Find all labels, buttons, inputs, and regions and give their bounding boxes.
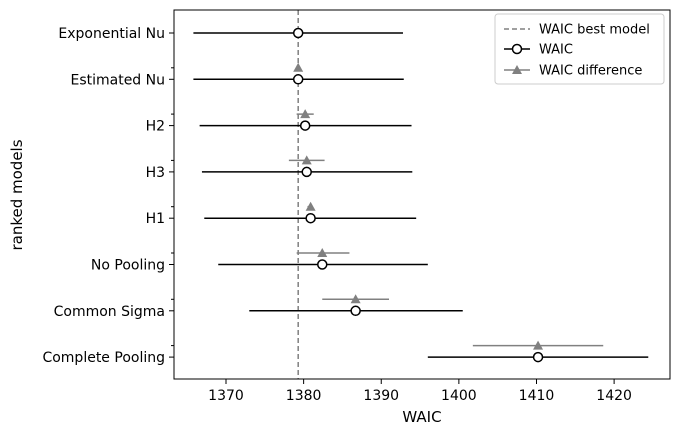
waic-point — [292, 27, 304, 39]
legend-waic-marker-icon — [511, 43, 523, 55]
diff-marker — [533, 340, 544, 350]
chart-marks — [193, 10, 649, 379]
diff-marker — [317, 248, 328, 257]
y-tick-label: Exponential Nu — [58, 26, 165, 42]
legend-waic-label: WAIC — [539, 43, 573, 58]
legend-diff-label: WAIC difference — [539, 64, 642, 79]
x-tick-label: 1420 — [596, 388, 632, 404]
waic-point — [317, 259, 328, 270]
waic-point — [350, 305, 361, 317]
y-tick-label: H3 — [146, 165, 165, 181]
x-axis-label: WAIC — [402, 408, 441, 426]
legend: WAIC best model WAIC WAIC difference — [494, 13, 665, 85]
waic-point — [301, 166, 312, 178]
x-tick-label: 1400 — [441, 388, 477, 404]
diff-marker — [301, 155, 312, 165]
x-tick-label: 1380 — [286, 388, 322, 404]
y-tick-label: H2 — [146, 119, 165, 135]
y-tick-label: No Pooling — [91, 258, 165, 274]
legend-box — [494, 13, 665, 85]
y-tick-label: H1 — [146, 211, 165, 227]
waic-point — [299, 120, 311, 131]
y-axis-label: ranked models — [8, 139, 26, 250]
x-tick-label: 1370 — [208, 388, 244, 404]
x-tick-label: 1390 — [363, 388, 399, 404]
x-tick-label: 1410 — [519, 388, 555, 404]
diff-marker — [350, 294, 361, 304]
diff-marker — [300, 109, 311, 119]
waic-point — [292, 74, 304, 85]
waic-point — [305, 212, 316, 224]
waic-point — [532, 351, 544, 363]
y-tick-label: Complete Pooling — [42, 350, 165, 366]
chart-axes: Exponential Nu Estimated Nu H2 H3 H1 No Pooli… — [42, 26, 631, 404]
diff-marker — [305, 201, 316, 211]
plot-frame — [173, 9, 671, 380]
diff-marker — [293, 62, 304, 72]
legend-best-model-label: WAIC best model — [539, 23, 650, 38]
y-tick-label: Estimated Nu — [70, 72, 165, 88]
y-tick-label: Common Sigma — [54, 304, 165, 320]
legend-diff-marker-icon — [512, 65, 522, 74]
